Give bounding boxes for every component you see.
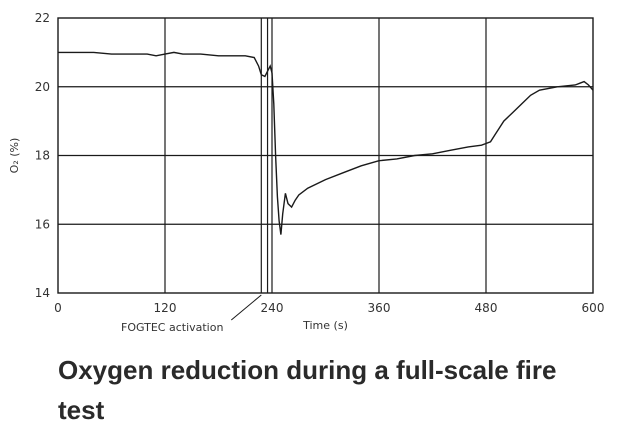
x-tick-label: 600 bbox=[582, 301, 605, 315]
x-tick-label: 120 bbox=[154, 301, 177, 315]
y-axis-label: O₂ (%) bbox=[8, 138, 21, 174]
grid-lines bbox=[58, 18, 593, 293]
x-tick-labels: 0 120 240 360 480 600 bbox=[54, 301, 604, 315]
annotation-lines bbox=[260, 18, 269, 293]
y-tick-label: 16 bbox=[35, 217, 50, 231]
x-axis-label: Time (s) bbox=[302, 319, 348, 332]
annotation-fogtec-activation: FOGTEC activation bbox=[121, 321, 223, 334]
y-tick-label: 14 bbox=[35, 286, 50, 300]
y-tick-label: 20 bbox=[35, 80, 50, 94]
o2-line-chart: 14 16 18 20 22 0 120 240 360 480 600 O₂ (%) Time … bbox=[8, 11, 604, 334]
y-tick-label: 22 bbox=[35, 11, 50, 25]
y-tick-labels: 14 16 18 20 22 bbox=[35, 11, 50, 300]
y-tick-label: 18 bbox=[35, 149, 50, 163]
x-tick-label: 240 bbox=[261, 301, 284, 315]
plot-frame bbox=[57, 17, 594, 294]
chart-caption: Oxygen reduction during a full-scale fir… bbox=[58, 355, 557, 425]
o2-series-line bbox=[58, 51, 594, 235]
annotation-leader-line bbox=[230, 294, 262, 321]
x-tick-label: 480 bbox=[475, 301, 498, 315]
x-tick-label: 360 bbox=[368, 301, 391, 315]
x-tick-label: 0 bbox=[54, 301, 62, 315]
